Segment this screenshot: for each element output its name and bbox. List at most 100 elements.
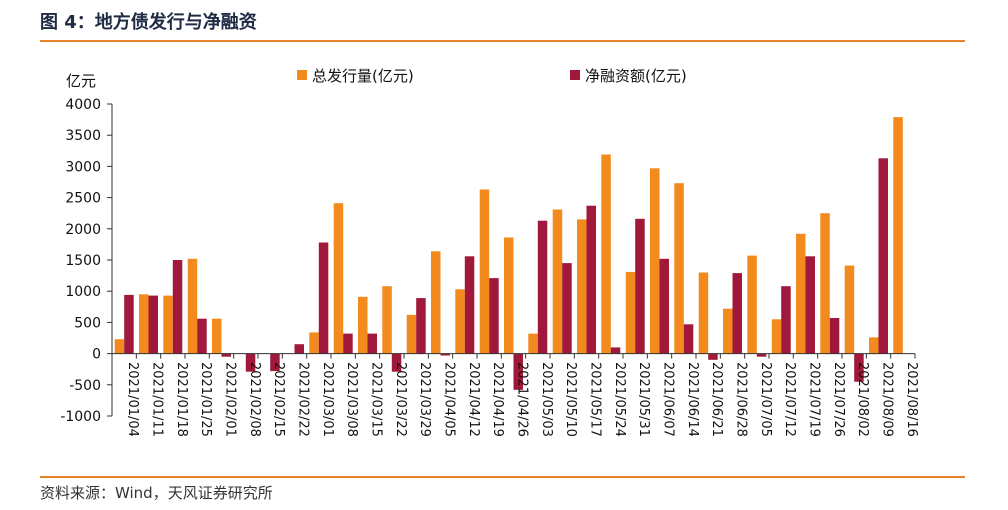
net-financing-bar: [343, 333, 353, 354]
net-financing-bar: [367, 333, 377, 354]
net-financing-bar: [610, 347, 621, 354]
legend-swatch-issuance: [297, 70, 307, 80]
x-tick-label: 2021/04/19: [490, 362, 505, 437]
net-financing-bar: [683, 324, 694, 354]
x-tick-label: 2021/02/08: [247, 362, 262, 437]
net-financing-bar: [294, 344, 304, 354]
net-financing-bar: [416, 298, 426, 354]
x-tick-label: 2021/05/24: [612, 362, 627, 437]
x-tick-label: 2021/05/03: [539, 362, 554, 437]
issuance-bar: [674, 183, 684, 354]
issuance-bar: [552, 209, 563, 354]
issuance-bar: [869, 337, 879, 354]
net-financing-bar: [391, 353, 402, 372]
x-tick-label: 2021/07/19: [807, 362, 822, 437]
y-tick-label: 4000: [65, 97, 101, 113]
net-financing-bar: [805, 256, 815, 354]
x-tick-label: 2021/06/07: [661, 362, 676, 437]
y-tick-label: 500: [74, 315, 101, 331]
issuance-bar: [601, 154, 611, 354]
issuance-bar: [455, 289, 465, 354]
x-tick-label: 2021/03/22: [393, 362, 408, 437]
issuance-bar: [504, 237, 514, 354]
issuance-bar: [431, 251, 441, 354]
x-tick-label: 2021/05/31: [636, 362, 651, 437]
x-tick-label: 2021/01/04: [125, 362, 140, 437]
issuance-bar: [771, 319, 782, 354]
net-financing-bar: [586, 205, 596, 354]
x-tick-label: 2021/05/17: [588, 362, 603, 437]
x-tick-label: 2021/03/08: [344, 362, 359, 437]
bar-chart: 亿元 总发行量(亿元) 净融资额(亿元) 4000 3500 3000 2500 200…: [60, 67, 919, 437]
legend: 总发行量(亿元) 净融资额(亿元): [297, 67, 687, 85]
bars: [114, 117, 903, 390]
net-financing-bar: [124, 294, 134, 354]
x-tick-label: 2021/08/09: [880, 362, 895, 437]
net-financing-bar: [221, 353, 231, 357]
x-tick-label: 2021/07/26: [831, 362, 846, 437]
issuance-bar: [406, 314, 417, 354]
x-axis: 2021/01/04 2021/01/11 2021/01/18 2021/01/25…: [125, 362, 919, 437]
issuance-bar: [723, 308, 733, 354]
y-axis: 4000 3500 3000 2500 2000 1500 1000 500 0 -500 -100…: [60, 97, 112, 425]
issuance-bar: [114, 339, 125, 354]
x-tick-label: 2021/03/29: [417, 362, 432, 437]
net-financing-bar: [537, 220, 548, 354]
x-tick-label: 2021/01/25: [198, 362, 213, 437]
net-financing-bar: [659, 258, 669, 354]
net-financing-bar: [878, 158, 888, 354]
net-financing-bar: [732, 273, 742, 354]
x-tick-label: 2021/02/01: [223, 362, 238, 437]
x-tick-label: 2021/08/02: [855, 362, 870, 437]
x-tick-label: 2021/04/05: [442, 362, 457, 437]
net-financing-bar: [781, 286, 791, 354]
y-tick-label: 3000: [65, 159, 101, 175]
x-tick-label: 2021/08/16: [904, 362, 919, 437]
y-tick-label: -500: [69, 378, 101, 394]
y-axis-unit: 亿元: [66, 72, 96, 90]
net-financing-bar: [197, 318, 207, 354]
net-financing-bar: [854, 353, 864, 382]
issuance-bar: [625, 271, 636, 354]
source-rule: [40, 476, 965, 478]
issuance-bar: [528, 333, 538, 354]
issuance-bar: [844, 265, 855, 354]
axes: [111, 104, 916, 416]
net-financing-bar: [245, 353, 256, 372]
net-financing-bar: [270, 353, 280, 372]
legend-label-net-financing: 净融资额(亿元): [585, 67, 687, 85]
y-tick-label: 3500: [65, 128, 101, 144]
x-tick-label: 2021/07/12: [782, 362, 797, 437]
y-tick-label: 2500: [65, 191, 101, 207]
x-tick-label: 2021/01/11: [150, 362, 165, 437]
net-financing-bar: [513, 353, 523, 390]
y-tick-label: 1000: [65, 284, 101, 300]
issuance-bar: [479, 189, 490, 354]
x-tick-label: 2021/02/22: [296, 362, 311, 437]
x-tick-label: 2021/06/21: [709, 362, 724, 437]
x-tick-label: 2021/05/10: [563, 362, 578, 437]
issuance-bar: [139, 294, 149, 354]
x-tick-label: 2021/02/15: [271, 362, 286, 437]
net-financing-bar: [464, 256, 475, 354]
issuance-bar: [382, 286, 392, 354]
x-tick-label: 2021/06/28: [734, 362, 749, 437]
issuance-bar: [333, 203, 344, 354]
title-rule: [40, 40, 965, 42]
issuance-bar: [212, 318, 222, 354]
issuance-bar: [577, 219, 587, 354]
x-tick-label: 2021/01/18: [174, 362, 189, 437]
x-tick-label: 2021/04/26: [515, 362, 530, 437]
y-tick-label: 2000: [65, 222, 101, 238]
issuance-bar: [309, 332, 319, 354]
x-tick-label: 2021/03/15: [369, 362, 384, 437]
issuance-bar: [820, 213, 830, 354]
issuance-bar: [796, 233, 806, 354]
net-financing-bar: [756, 353, 767, 357]
legend-swatch-net-financing: [570, 70, 580, 80]
issuance-bar: [163, 295, 173, 354]
issuance-bar: [893, 117, 903, 354]
y-tick-label: 1500: [65, 253, 101, 269]
issuance-bar: [698, 272, 709, 354]
net-financing-bar: [440, 353, 450, 356]
